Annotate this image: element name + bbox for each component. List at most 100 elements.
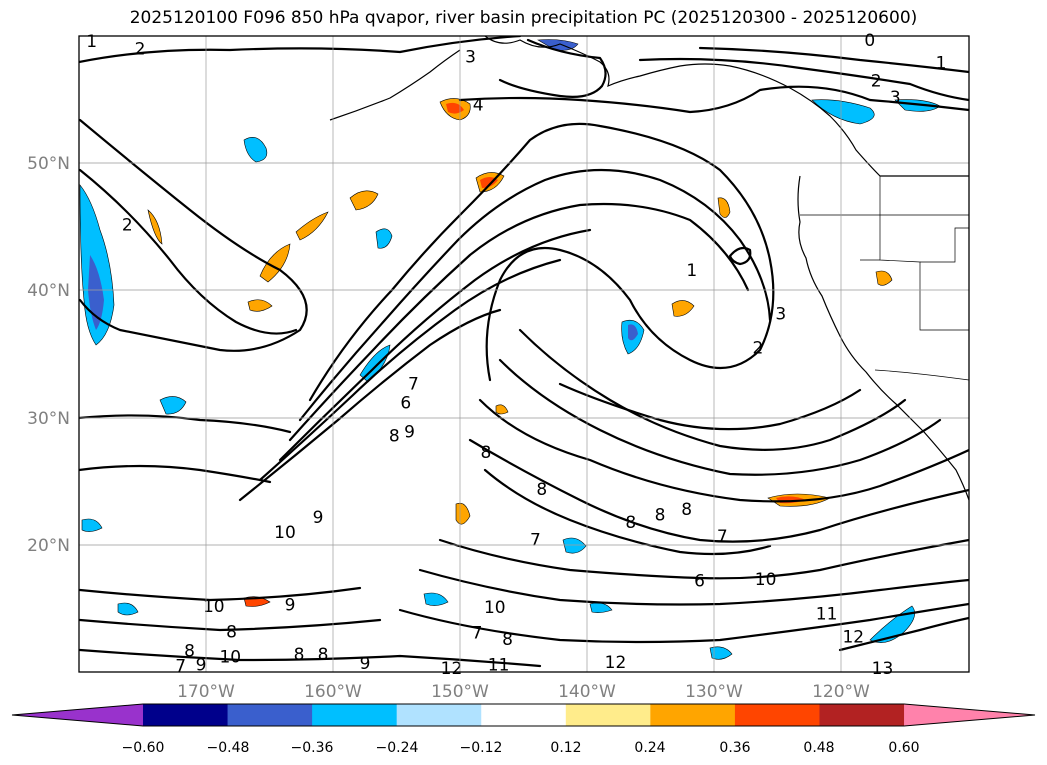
- contour-label: 12: [605, 653, 627, 673]
- contour-line: [438, 538, 969, 580]
- contour-label: 1: [86, 32, 97, 52]
- contour-label: 7: [472, 624, 483, 644]
- precip-blob-positive: [147, 209, 163, 245]
- precip-blob-positive: [671, 300, 695, 317]
- precip-blob-negative: [243, 137, 268, 163]
- contour-label: 8: [536, 480, 547, 500]
- colorbar-tick-label: 0.48: [803, 740, 834, 756]
- contour-label: 9: [196, 655, 207, 675]
- colorbar-tick-label: 0.12: [550, 740, 581, 756]
- contour-label: 12: [441, 659, 463, 679]
- contour-label: 1: [686, 261, 697, 281]
- contour-label: 3: [890, 88, 901, 108]
- contour-label: 4: [473, 96, 484, 116]
- latitude-labels: 50°N 40°N 30°N 20°N: [27, 154, 70, 556]
- qvapor-contours: [79, 36, 969, 668]
- colorbar-swatch: [481, 704, 567, 726]
- precip-blob-negative: [81, 518, 103, 532]
- coastline-alaska: [484, 36, 969, 177]
- colorbar-swatch: [565, 704, 651, 726]
- contour-label: 12: [842, 627, 864, 647]
- lon-label: 140°W: [558, 682, 616, 702]
- contour-label: 8: [502, 630, 513, 650]
- colorbar-swatch: [227, 704, 313, 726]
- colorbar-swatch: [396, 704, 482, 726]
- colorbar-swatch: [650, 704, 736, 726]
- precip-blob-negative: [159, 396, 187, 415]
- contour-line: [558, 382, 862, 431]
- colorbar-tick-label: −0.24: [376, 740, 419, 756]
- lon-label: 170°W: [177, 682, 235, 702]
- contour-label: 9: [404, 423, 415, 443]
- contour-label: 1: [936, 54, 947, 74]
- contour-label: 7: [530, 531, 541, 551]
- precip-blob-positive: [455, 502, 471, 525]
- contour-label: 13: [872, 659, 894, 679]
- contour-line: [398, 602, 969, 644]
- colorbar-swatch: [734, 704, 820, 726]
- contour-label: 7: [408, 374, 419, 394]
- precip-blob-negative: [375, 228, 393, 249]
- contour-label: 2: [752, 339, 763, 359]
- contour-line: [728, 246, 752, 266]
- lat-label: 30°N: [27, 409, 70, 429]
- contour-label: 11: [488, 655, 510, 675]
- lon-label: 130°W: [685, 682, 743, 702]
- contour-label: 0: [864, 31, 875, 51]
- precip-blob-negative: [88, 255, 104, 330]
- contour-line: [468, 438, 969, 543]
- map-background: [79, 36, 969, 672]
- colorbar: [11, 703, 1036, 727]
- contour-line: [483, 468, 772, 556]
- contour-label: 10: [274, 523, 296, 543]
- contour-label: 9: [313, 508, 324, 528]
- colorbar-swatch: [143, 704, 229, 726]
- contour-line: [298, 168, 772, 422]
- contour-label: 3: [775, 304, 786, 324]
- contour-line: [79, 586, 362, 602]
- precip-blob-positive: [446, 102, 464, 114]
- contour-label: 10: [219, 648, 241, 668]
- contour-label: 6: [400, 393, 411, 413]
- colorbar-tick-label: −0.36: [291, 740, 334, 756]
- longitude-labels: 170°W 160°W 150°W 140°W 130°W 120°W: [177, 682, 870, 702]
- colorbar-labels: −0.60 −0.48 −0.36 −0.24 −0.12 0.12 0.24 …: [122, 740, 920, 756]
- coastline: [329, 36, 969, 501]
- precip-blob-negative: [709, 646, 733, 660]
- contour-line: [79, 414, 292, 434]
- colorbar-outline: [11, 703, 1036, 727]
- precip-blob-negative: [811, 99, 875, 125]
- coastline-north-america-west: [797, 175, 969, 501]
- contour-label: 8: [226, 622, 237, 642]
- contour-label: 2: [122, 215, 133, 235]
- contour-label: 8: [681, 500, 692, 520]
- map-title: 2025120100 F096 850 hPa qvapor, river ba…: [129, 8, 918, 28]
- contour-label: 9: [360, 654, 371, 674]
- precip-blob-negative: [562, 537, 587, 554]
- contour-line: [79, 648, 542, 668]
- lon-label: 120°W: [812, 682, 870, 702]
- lat-label: 40°N: [27, 281, 70, 301]
- contour-label: 8: [184, 641, 195, 661]
- colorbar-swatch: [312, 704, 398, 726]
- colorbar-tick-label: 0.24: [634, 740, 665, 756]
- contour-label: 10: [484, 598, 506, 618]
- precip-blob-positive: [247, 299, 273, 312]
- colorbar-tick-label: −0.60: [122, 740, 165, 756]
- contour-line: [498, 38, 607, 98]
- contour-line: [518, 328, 907, 451]
- contour-label: 8: [480, 443, 491, 463]
- contour-label: 8: [294, 645, 305, 665]
- contour-line: [478, 398, 969, 503]
- contour-line: [79, 36, 522, 64]
- coastline-aleutians: [329, 49, 461, 121]
- contour-line: [698, 46, 969, 74]
- border-state-2: [920, 227, 969, 263]
- precip-blob-positive: [495, 404, 509, 415]
- contour-label: 3: [465, 47, 476, 67]
- border-us-mexico: [874, 369, 969, 381]
- contour-label: 11: [816, 605, 838, 625]
- lat-label: 20°N: [27, 536, 70, 556]
- colorbar-extend-high: [904, 704, 1035, 726]
